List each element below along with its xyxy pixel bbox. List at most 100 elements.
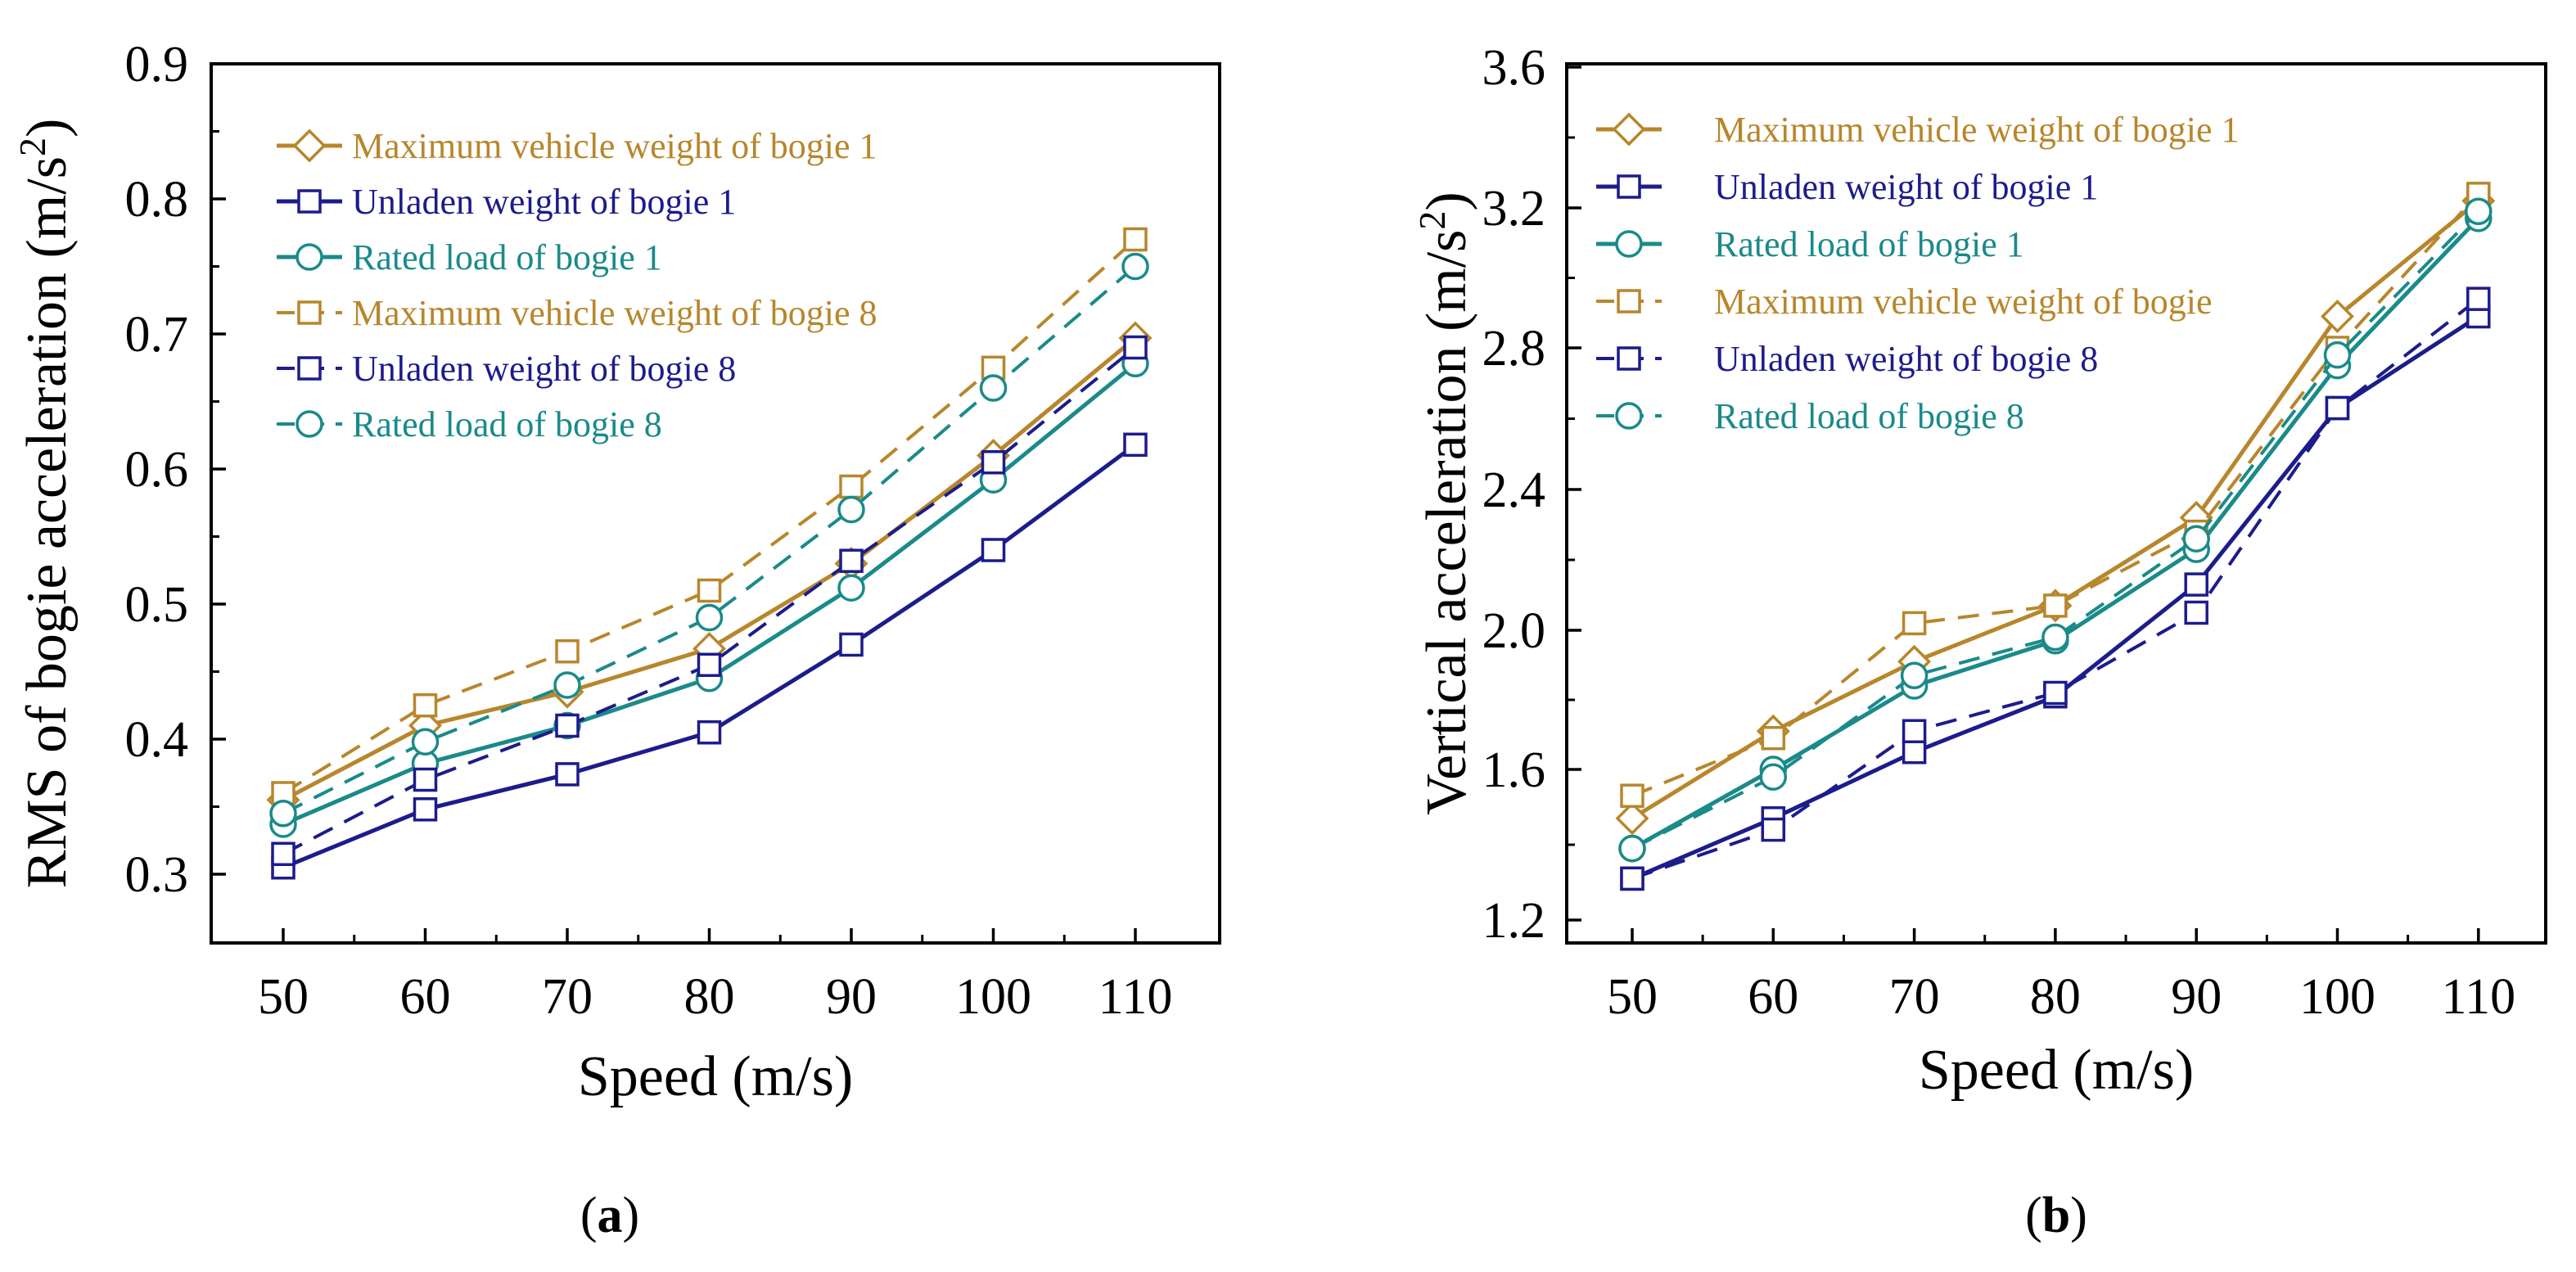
legend-entry: Maximum vehicle weight of bogie 1 xyxy=(352,126,877,166)
legend-marker xyxy=(1615,230,1643,258)
legend-marker xyxy=(295,243,323,271)
series-4-point xyxy=(413,693,438,718)
y-tick-label: 2.8 xyxy=(1482,321,1546,377)
legend-marker xyxy=(1615,402,1643,430)
series-2-point xyxy=(555,762,580,787)
series-4-point xyxy=(1123,227,1148,252)
y-tick-label: 2.0 xyxy=(1482,603,1546,659)
series-6-point xyxy=(553,671,581,699)
y-tick-label: 0.4 xyxy=(125,712,189,768)
series-6-point xyxy=(2041,623,2069,652)
y-axis-label-superscript: 2 xyxy=(11,138,53,156)
x-tick-label: 50 xyxy=(1607,969,1658,1025)
legend-marker xyxy=(292,129,327,163)
series-5-point xyxy=(2466,286,2491,311)
series-3-point xyxy=(837,574,865,602)
y-axis-label: RMS of bogie acceleration (m/s2) xyxy=(11,119,79,889)
axes-frame xyxy=(210,62,1221,945)
caption-open-paren: ( xyxy=(580,1188,598,1243)
legend-entry: Rated load of bogie 8 xyxy=(1714,396,2024,436)
series-4-point xyxy=(1902,611,1927,636)
y-axis-label-main: Vertical acceleration (m/s xyxy=(1415,230,1478,815)
series-line-5 xyxy=(1631,297,2480,881)
legend: Maximum vehicle weight of bogie 1 Unladen… xyxy=(277,126,877,444)
series-1-point xyxy=(1615,801,1649,836)
caption-close-paren: ) xyxy=(623,1188,640,1243)
x-tick-label: 70 xyxy=(1889,969,1940,1025)
series-5-point xyxy=(1620,866,1644,891)
panel-a: 0.3 0.4 0.5 0.6 0.7 0.8 0.9 50 60 70 80 90 100 110 Spe… xyxy=(11,37,1221,1243)
series-2-point xyxy=(1902,740,1927,765)
series-5-point xyxy=(2184,600,2208,625)
legend-entry: Unladen weight of bogie 1 xyxy=(1714,167,2098,207)
x-tick-label: 110 xyxy=(1099,969,1173,1025)
y-tick-label: 0.3 xyxy=(125,847,189,903)
y-tick-label: 1.2 xyxy=(1482,893,1546,949)
x-tick-label: 90 xyxy=(2171,969,2222,1025)
x-tick-label: 90 xyxy=(826,969,877,1025)
series-6-point xyxy=(979,374,1008,402)
legend-entry: Unladen weight of bogie 8 xyxy=(352,349,736,389)
legend-marker xyxy=(297,300,322,325)
panel-caption: (b) xyxy=(2025,1188,2087,1243)
series-4-point xyxy=(555,639,580,664)
series-5-point xyxy=(839,548,864,573)
series-6-point xyxy=(1900,661,1929,689)
legend-marker xyxy=(297,189,322,214)
caption-close-paren: ) xyxy=(2070,1188,2087,1243)
series-5-point xyxy=(1123,335,1148,360)
y-tick-label: 0.7 xyxy=(125,307,189,363)
series-4-point xyxy=(839,474,864,499)
legend-entry: Maximum vehicle weight of bogie 8 xyxy=(352,293,877,333)
y-tick-label: 3.2 xyxy=(1482,181,1546,237)
caption-open-paren: ( xyxy=(2025,1188,2042,1243)
series-6-point xyxy=(2465,197,2493,226)
x-tick-label: 80 xyxy=(684,969,735,1025)
series-6-point xyxy=(2323,341,2352,369)
legend-marker xyxy=(295,410,323,438)
y-axis-label: Vertical acceleration (m/s2) xyxy=(1411,192,1479,815)
series-6-point xyxy=(1618,834,1646,863)
legend-entry: Rated load of bogie 8 xyxy=(352,404,662,444)
x-tick-label: 110 xyxy=(2441,969,2515,1025)
legend-entry: Unladen weight of bogie 1 xyxy=(352,182,736,222)
series-5-point xyxy=(981,450,1006,475)
series-6-point xyxy=(411,728,440,756)
y-tick-label: 0.5 xyxy=(125,577,189,633)
y-tick-label: 0.6 xyxy=(125,442,189,498)
legend-marker xyxy=(1617,289,1641,313)
legend-entry: Rated load of bogie 1 xyxy=(1714,224,2024,264)
series-5-point xyxy=(1761,817,1786,842)
series-2-point xyxy=(2184,572,2208,597)
y-axis-label-close: ) xyxy=(16,119,79,138)
series-6-point xyxy=(837,495,865,524)
series-2-point xyxy=(981,538,1006,562)
x-tick-label: 80 xyxy=(2030,969,2081,1025)
x-tick-label: 60 xyxy=(1748,969,1798,1025)
y-axis-label-main: RMS of bogie acceleration (m/s xyxy=(16,156,79,888)
series-4-point xyxy=(2043,593,2068,618)
legend-entry: Rated load of bogie 1 xyxy=(352,237,662,277)
legend-entry: Unladen weight of bogie 8 xyxy=(1714,339,2098,379)
series-6-point xyxy=(695,603,724,632)
y-tick-label: 3.6 xyxy=(1482,40,1546,96)
series-2-point xyxy=(839,632,864,657)
panel-b: 1.2 1.6 2.0 2.4 2.8 3.2 3.6 50 60 70 80 90 100 110 Spe… xyxy=(1411,40,2547,1243)
legend-marker xyxy=(1612,112,1646,147)
y-tick-label: 1.6 xyxy=(1482,742,1546,798)
y-tick-label: 2.4 xyxy=(1482,462,1546,518)
series-5-point xyxy=(555,713,580,738)
legend-entry: Maximum vehicle weight of bogie 1 xyxy=(1714,110,2240,150)
legend-marker xyxy=(297,356,322,381)
series-5-point xyxy=(2325,395,2350,421)
x-tick-label: 100 xyxy=(955,969,1031,1025)
x-tick-label: 50 xyxy=(258,969,309,1025)
series-4-point xyxy=(1761,726,1786,751)
legend: Maximum vehicle weight of bogie 1 Unladen… xyxy=(1596,110,2240,436)
caption-letter: b xyxy=(2042,1188,2070,1243)
x-tick-label: 60 xyxy=(400,969,451,1025)
series-5-point xyxy=(2043,680,2068,706)
series-2-point xyxy=(1123,432,1148,458)
series-1-point xyxy=(2321,300,2354,333)
